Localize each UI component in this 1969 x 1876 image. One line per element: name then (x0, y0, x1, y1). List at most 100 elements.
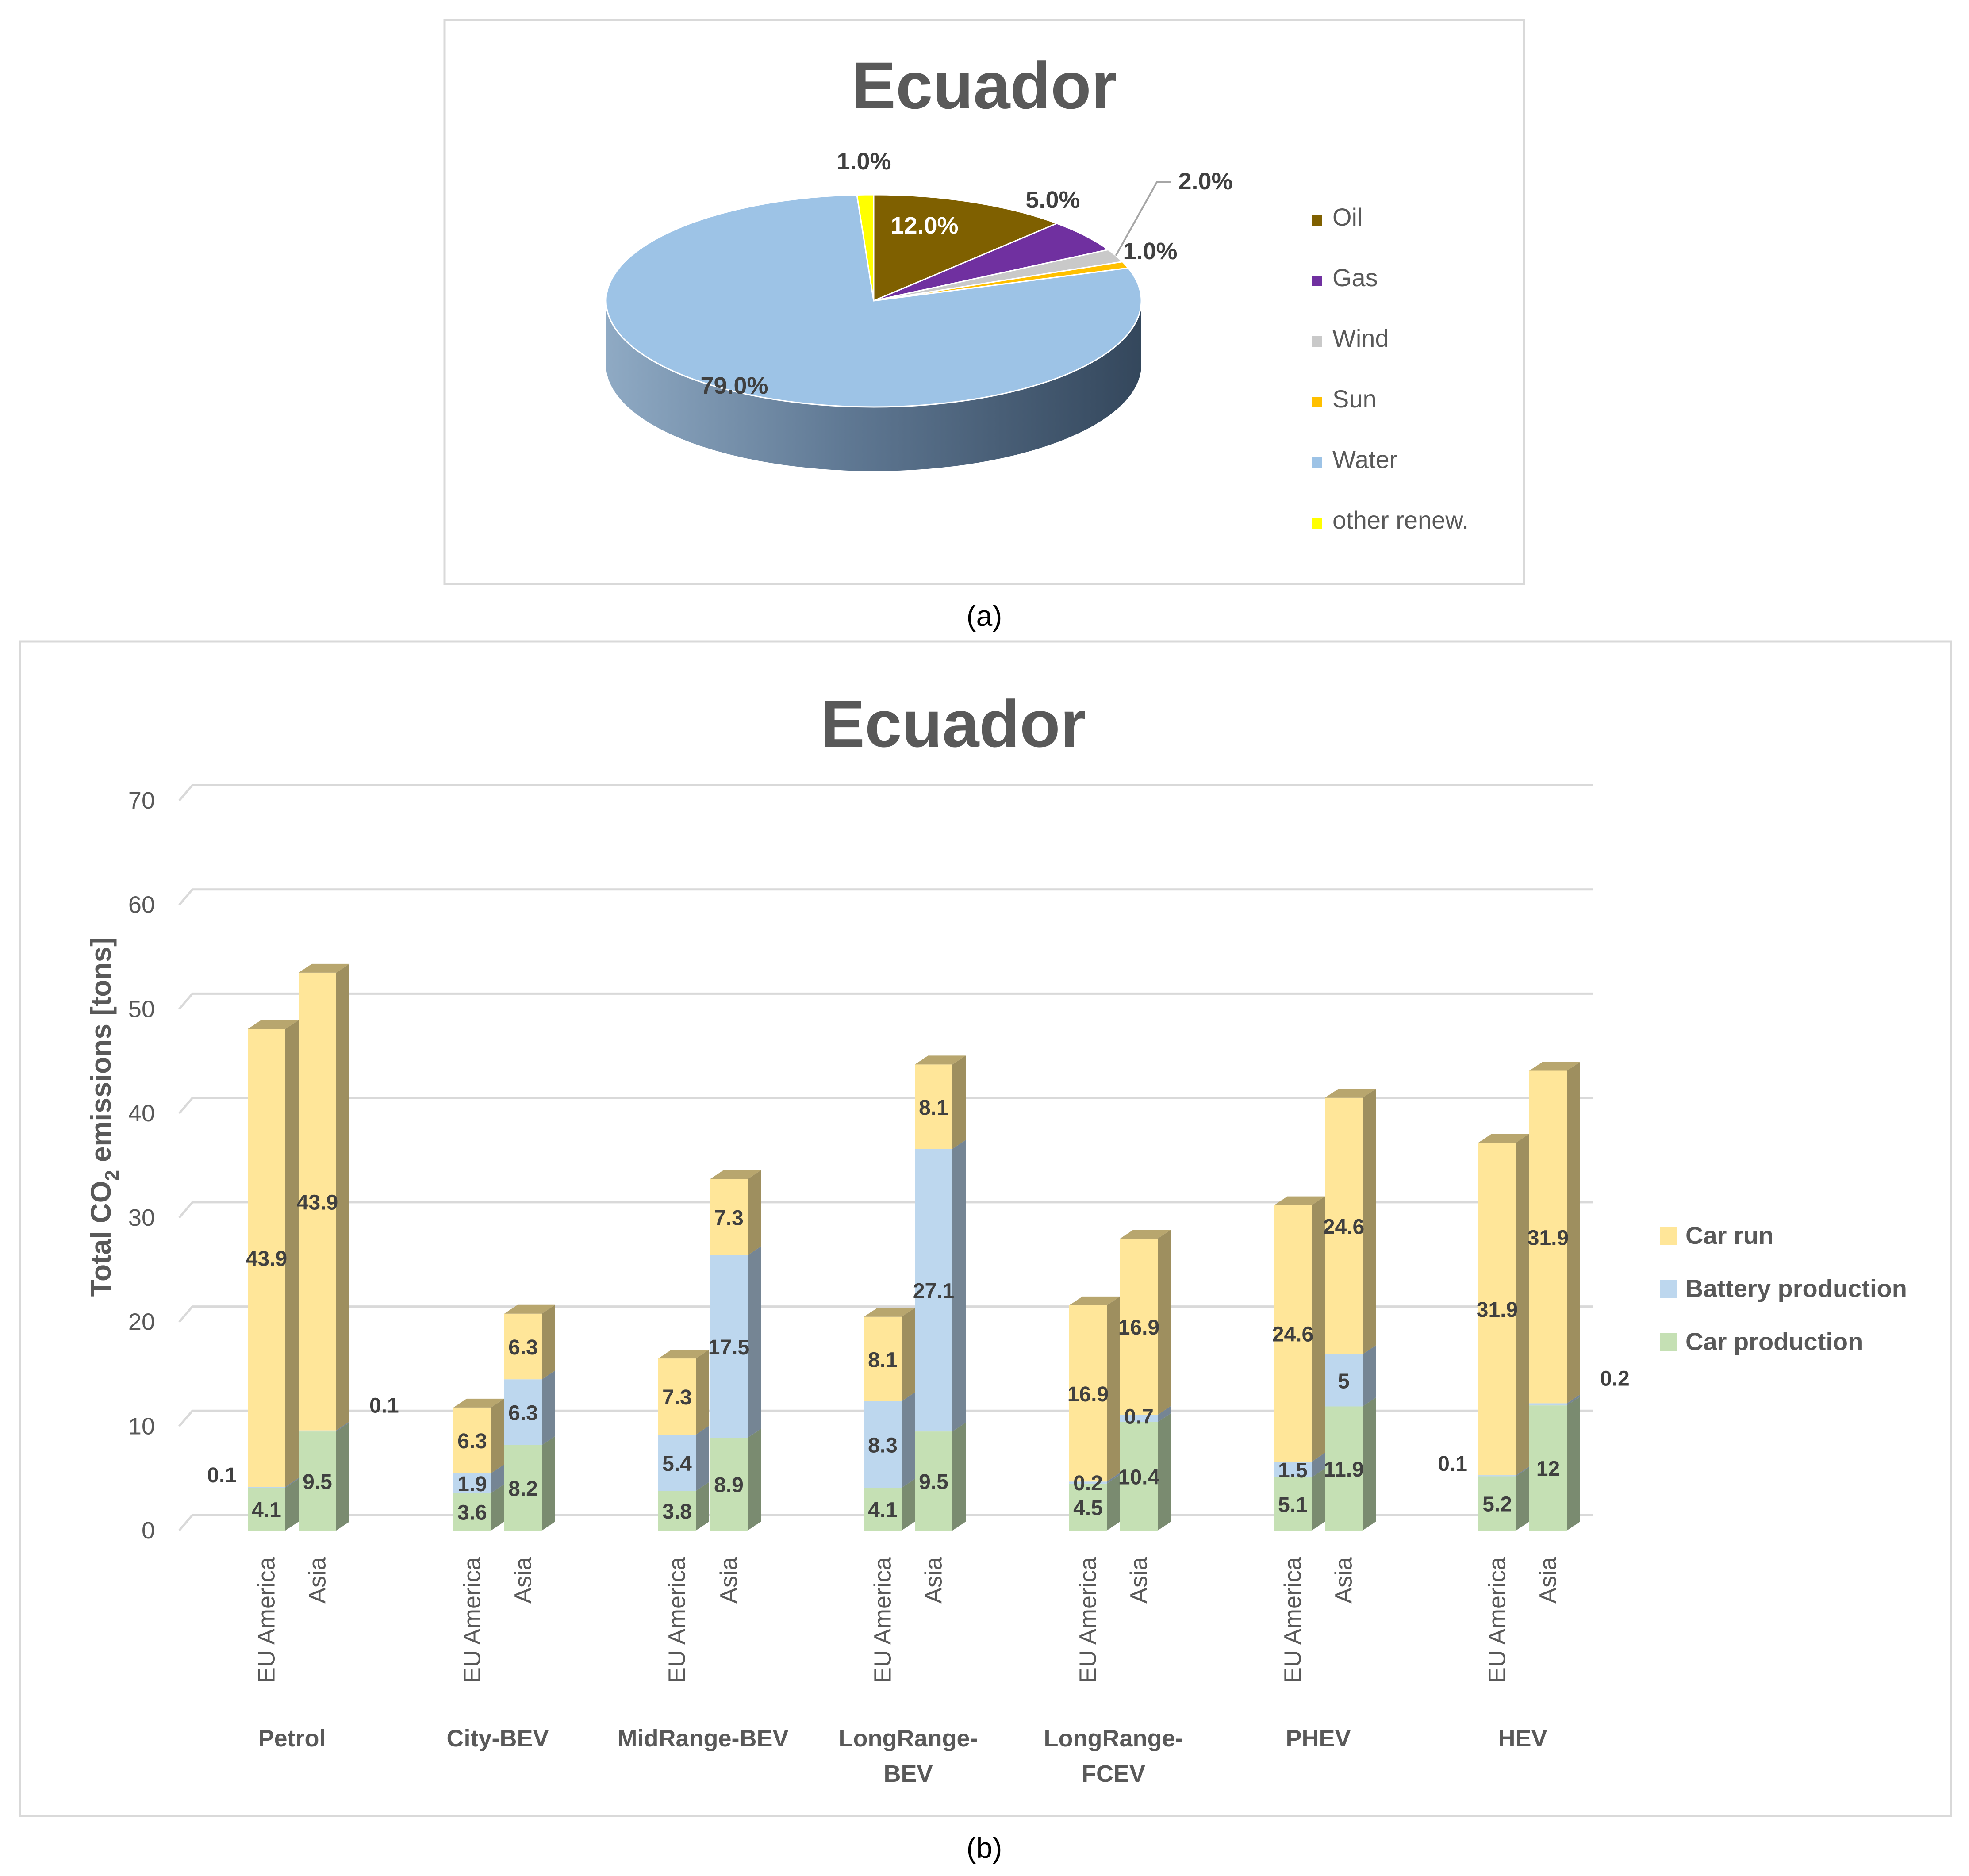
x-sub-label-city-bev-eu-america: EU America (459, 1557, 486, 1683)
pie-label-sun: 1.0% (1123, 238, 1177, 265)
data-label-car-run-petrol-asia: 43.9 (297, 1191, 338, 1214)
bar-segment-car-production-longrange-bev-asia (915, 1431, 952, 1531)
bar-top-city-bev-asia (504, 1304, 555, 1314)
bar-side-car-production-longrange-bev-asia (952, 1423, 966, 1531)
bar-side-car-run-longrange-bev-eu-america (902, 1308, 915, 1401)
bar-segment-car-run-petrol-asia (299, 972, 336, 1431)
x-sub-label-petrol-asia: Asia (304, 1557, 331, 1604)
bar-side-car-production-city-bev-eu-america (491, 1484, 504, 1531)
bar-data-labels: 4.1 0.1 43.9 9.5 0.1 43.9 3.6 1.9 6.3 8.2 6.3 6.3 3.… (207, 1096, 1629, 1525)
data-label-car-run-longrange-bev-asia: 8.1 (919, 1096, 948, 1120)
bar-longrange-bev-asia (915, 1055, 966, 1531)
pie-legend-label-wind: Wind (1332, 324, 1389, 352)
data-label-battery-city-bev-eu-america: 1.9 (457, 1473, 487, 1496)
bar-side-battery-city-bev-eu-america (491, 1464, 504, 1493)
bar-midrange-bev-asia (710, 1170, 761, 1531)
y-axis-ticks: 0 10 20 30 40 50 60 70 (128, 787, 155, 1544)
x-group-label-longrange-bev: LongRange- BEV (839, 1725, 978, 1787)
pie-data-labels: 12.0% 5.0% 2.0% 1.0% 79.0% 1.0% (700, 148, 1232, 399)
x-group-label-hev: HEV (1498, 1725, 1547, 1752)
bar-side-car-production-longrange-fcev-asia (1158, 1413, 1171, 1531)
pie-caption: (a) (967, 599, 1002, 632)
x-group-label-line: MidRange-BEV (617, 1725, 788, 1752)
data-label-car-run-phev-asia: 24.6 (1323, 1216, 1364, 1239)
x-group-label-longrange-fcev: LongRange- FCEV (1044, 1725, 1183, 1787)
bar-segment-car-production-hev-asia (1529, 1405, 1567, 1531)
pie-label-water: 79.0% (700, 372, 768, 399)
y-tick-label-30: 30 (128, 1205, 155, 1231)
x-sub-label-longrange-bev-asia: Asia (921, 1557, 947, 1604)
bar-segment-car-run-city-bev-asia (504, 1313, 542, 1380)
bar-side-car-production-petrol-asia (336, 1423, 349, 1531)
bar-top-petrol-eu-america (248, 1020, 299, 1029)
data-label-battery-phev-eu-america: 1.5 (1278, 1459, 1308, 1482)
data-label-car-production-longrange-fcev-asia: 10.4 (1118, 1466, 1160, 1489)
bar-side-battery-midrange-bev-eu-america (696, 1426, 709, 1491)
data-label-car-run-longrange-fcev-eu-america: 16.9 (1067, 1383, 1109, 1406)
data-label-battery-hev-asia: 0.2 (1600, 1367, 1630, 1390)
bar-segment-battery-midrange-bev-asia (710, 1255, 748, 1438)
pie-legend-swatch-gas (1312, 276, 1322, 286)
pie-chart-panel: Ecuador 12.0% 5.0% 2.0% 1.0% 79.0% 1.0% Oil Ga… (443, 19, 1525, 585)
bar-side-car-production-hev-asia (1567, 1396, 1580, 1531)
bar-midrange-bev-eu-america (658, 1350, 709, 1531)
bar-top-hev-eu-america (1478, 1134, 1529, 1143)
bar-petrol-eu-america (248, 1020, 299, 1531)
bar-segment-car-run-petrol-eu-america (248, 1029, 285, 1487)
y-tick-label-70: 70 (128, 787, 155, 814)
bar-segment-car-production-phev-eu-america (1274, 1477, 1312, 1531)
bar-top-midrange-bev-eu-america (658, 1350, 709, 1359)
bar-segment-battery-phev-eu-america (1274, 1462, 1312, 1477)
bar-segment-battery-longrange-fcev-eu-america (1069, 1481, 1107, 1484)
bar-side-car-production-longrange-bev-eu-america (902, 1479, 915, 1531)
bar-segment-battery-longrange-bev-eu-america (864, 1401, 902, 1488)
pie-legend-swatch-other-renew (1312, 518, 1322, 529)
bar-top-midrange-bev-asia (710, 1170, 761, 1179)
pie-label-oil: 12.0% (890, 212, 958, 239)
pie-leader-line-wind (1115, 181, 1171, 256)
gridline-30 (178, 1201, 1593, 1219)
bar-segment-car-production-phev-asia (1325, 1406, 1363, 1531)
y-tick-label-50: 50 (128, 996, 155, 1022)
bar-longrange-fcev-asia (1120, 1230, 1171, 1531)
pie-legend-swatch-water (1312, 457, 1322, 468)
bar-longrange-fcev-eu-america (1069, 1296, 1120, 1531)
data-label-car-production-midrange-bev-eu-america: 3.8 (662, 1500, 692, 1523)
x-sub-label-longrange-fcev-asia: Asia (1126, 1557, 1152, 1604)
bar-side-car-production-midrange-bev-asia (748, 1429, 761, 1531)
bar-segment-car-run-hev-asia (1529, 1070, 1567, 1404)
data-label-car-production-phev-asia: 11.9 (1324, 1458, 1364, 1481)
bar-top-phev-eu-america (1274, 1196, 1325, 1205)
bar-side-car-production-midrange-bev-eu-america (696, 1482, 709, 1531)
pie-slice-gas (873, 223, 1110, 302)
bar-side-car-production-phev-asia (1363, 1397, 1376, 1531)
bar-side-car-run-midrange-bev-asia (748, 1170, 761, 1255)
data-label-car-run-midrange-bev-asia: 7.3 (714, 1207, 744, 1230)
bar-segment-car-production-hev-eu-america (1478, 1476, 1516, 1531)
bar-side-battery-petrol-asia (336, 1421, 349, 1432)
data-label-car-run-phev-eu-america: 24.6 (1272, 1323, 1313, 1347)
bar-segment-car-production-longrange-fcev-eu-america (1069, 1483, 1107, 1531)
pie-legend-label-sun: Sun (1332, 385, 1377, 413)
bar-segment-car-run-midrange-bev-eu-america (658, 1358, 696, 1435)
data-label-car-production-longrange-fcev-eu-america: 4.5 (1073, 1496, 1103, 1520)
bar-chart-title: Ecuador (821, 687, 1086, 761)
data-label-car-production-petrol-eu-america: 4.1 (252, 1499, 281, 1522)
pie-slice-other-renew (856, 194, 875, 301)
pie-legend-label-water: Water (1332, 445, 1397, 473)
y-axis-label-tail: emissions [tons] (85, 937, 117, 1170)
gridline-50 (178, 992, 1593, 1010)
bar-side-car-run-longrange-fcev-asia (1158, 1230, 1171, 1415)
bar-side-car-run-phev-eu-america (1312, 1196, 1325, 1462)
x-group-label-line: BEV (883, 1761, 933, 1787)
data-label-battery-phev-asia: 5 (1338, 1370, 1350, 1393)
data-label-car-production-hev-eu-america: 5.2 (1482, 1493, 1512, 1516)
bar-city-bev-asia (504, 1304, 555, 1531)
data-label-battery-midrange-bev-eu-america: 5.4 (662, 1452, 692, 1476)
bar-segment-car-run-longrange-fcev-asia (1120, 1239, 1158, 1415)
bar-segment-car-production-petrol-eu-america (248, 1488, 285, 1531)
bar-segment-car-production-city-bev-asia (504, 1445, 542, 1531)
x-group-label-line: Petrol (258, 1725, 326, 1752)
x-group-label-phev: PHEV (1286, 1725, 1351, 1752)
bar-legend-label-car-production: Car production (1685, 1327, 1863, 1355)
